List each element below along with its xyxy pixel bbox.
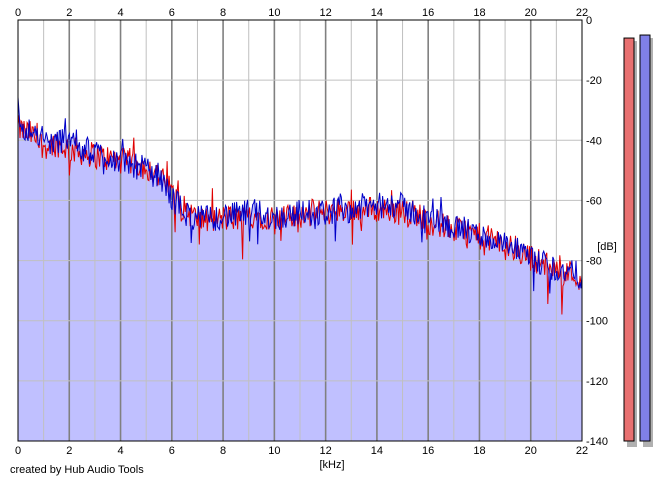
y-tick-label: -40 — [586, 135, 602, 147]
y-tick-label: -140 — [586, 436, 608, 448]
x-ticks-bottom: 0 2 4 6 8 10 12 14 16 18 20 22 — [15, 445, 588, 457]
x-tick-label-bottom: 4 — [117, 445, 123, 457]
x-tick-label-bottom: 2 — [66, 445, 72, 457]
x-tick-label-top: 20 — [525, 7, 537, 19]
x-tick-label-bottom: 20 — [525, 445, 537, 457]
spectrum-line-red — [17, 115, 583, 315]
x-tick-label-bottom: 14 — [371, 445, 383, 457]
x-tick-label-bottom: 10 — [268, 445, 280, 457]
x-tick-label-bottom: 8 — [220, 445, 226, 457]
y-axis-label: [dB] — [597, 241, 617, 253]
x-tick-label-top: 16 — [422, 7, 434, 19]
plot-border — [17, 19, 583, 442]
x-tick-label-top: 4 — [117, 7, 123, 19]
x-tick-label-top: 12 — [320, 7, 332, 19]
credit-text: created by Hub Audio Tools — [10, 464, 144, 476]
y-tick-label: -60 — [586, 195, 602, 207]
y-ticks-right: 0 -20 -40 -60 -80 -100 -120 -140 — [586, 15, 608, 448]
x-tick-label-top: 14 — [371, 7, 383, 19]
y-tick-label: 0 — [586, 15, 592, 27]
x-tick-label-bottom: 0 — [15, 445, 21, 457]
level-meters — [623, 34, 653, 448]
x-tick-label-top: 18 — [473, 7, 485, 19]
y-tick-label: -20 — [586, 75, 602, 87]
x-tick-label-bottom: 18 — [473, 445, 485, 457]
y-tick-label: -80 — [586, 256, 602, 268]
x-tick-label-top: 10 — [268, 7, 280, 19]
x-tick-label-top: 8 — [220, 7, 226, 19]
x-tick-label-bottom: 22 — [576, 445, 588, 457]
x-tick-label-bottom: 6 — [169, 445, 175, 457]
y-tick-label: -120 — [586, 376, 608, 388]
x-tick-label-top: 2 — [66, 7, 72, 19]
spectrum-lines-layer — [17, 97, 583, 315]
x-tick-label-top: 6 — [169, 7, 175, 19]
x-tick-label-bottom: 16 — [422, 445, 434, 457]
x-ticks-top: 0 2 4 6 8 10 12 14 16 18 20 22 — [15, 7, 588, 19]
x-axis-label: [kHz] — [319, 459, 344, 471]
x-tick-label-top: 22 — [576, 7, 588, 19]
x-tick-label-top: 0 — [15, 7, 21, 19]
spectrum-line-blue — [17, 97, 583, 294]
level-meter-blue — [639, 34, 651, 442]
y-tick-label: -100 — [586, 316, 608, 328]
x-tick-label-bottom: 12 — [320, 445, 332, 457]
level-meter-red — [623, 37, 635, 442]
